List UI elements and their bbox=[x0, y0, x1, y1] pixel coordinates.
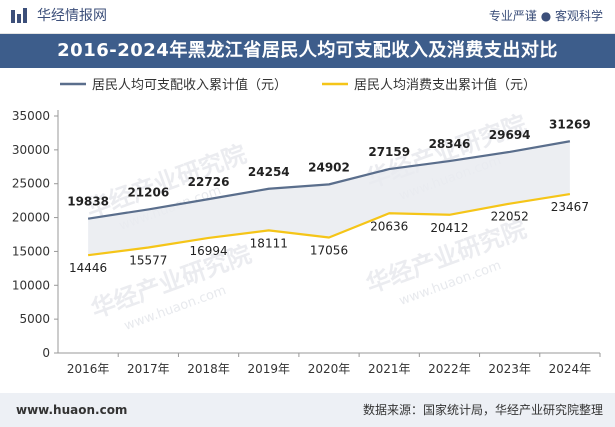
x-tick-label: 2018年 bbox=[187, 362, 230, 376]
series-line-2 bbox=[87, 193, 571, 257]
x-tick-label: 2021年 bbox=[368, 362, 411, 376]
y-tick-label: 10000 bbox=[12, 278, 50, 292]
bar-chart-logo-icon bbox=[11, 8, 27, 23]
y-tick-label: 5000 bbox=[19, 312, 50, 326]
data-label: 21206 bbox=[127, 185, 169, 199]
footer-url: www.huaon.com bbox=[16, 403, 128, 417]
x-tick-label: 2020年 bbox=[308, 362, 351, 376]
series-layer: 19838 21206 22726 24254 24902 27159 28346 29694… bbox=[67, 117, 591, 275]
data-label: 14446 bbox=[69, 261, 107, 275]
axes: 0 5000 10000 15000 20000 25000 30000 35000 2016年… bbox=[12, 109, 601, 376]
data-label: 24254 bbox=[248, 165, 290, 179]
y-tick-label: 30000 bbox=[12, 143, 50, 157]
x-tick-label: 2019年 bbox=[248, 362, 291, 376]
data-label: 19838 bbox=[67, 195, 109, 209]
data-label: 29694 bbox=[489, 128, 531, 142]
x-tick-label: 2022年 bbox=[428, 362, 471, 376]
x-tick-label: 2017年 bbox=[127, 362, 170, 376]
site-name: 华经情报网 bbox=[37, 8, 107, 24]
data-label: 15577 bbox=[129, 254, 167, 268]
y-tick-label: 35000 bbox=[12, 109, 50, 123]
x-tick-label: 2024年 bbox=[549, 362, 592, 376]
data-label: 22726 bbox=[188, 175, 230, 189]
data-label: 20412 bbox=[430, 221, 468, 235]
data-label: 24902 bbox=[308, 160, 350, 174]
line-chart: 华经产业研究院www.huaon.com华经产业研究院www.huaon.com… bbox=[12, 77, 601, 376]
area-between-series bbox=[88, 141, 570, 256]
data-label: 28346 bbox=[429, 137, 471, 151]
legend-label: 居民人均可支配收入累计值（元） bbox=[92, 77, 287, 93]
data-label: 20636 bbox=[370, 219, 408, 233]
y-tick-label: 0 bbox=[42, 346, 50, 360]
chart-title: 2016-2024年黑龙江省居民人均可支配收入及消费支出对比 bbox=[57, 40, 558, 61]
y-tick-label: 25000 bbox=[12, 177, 50, 191]
y-tick-label: 15000 bbox=[12, 244, 50, 258]
title-bar: 2016-2024年黑龙江省居民人均可支配收入及消费支出对比 bbox=[0, 34, 615, 68]
legend: 居民人均可支配收入累计值（元） 居民人均消费支出累计值（元） bbox=[60, 77, 536, 93]
legend-label: 居民人均消费支出累计值（元） bbox=[354, 77, 536, 93]
data-label: 27159 bbox=[368, 145, 410, 159]
x-tick-label: 2023年 bbox=[488, 362, 531, 376]
top-bar: 华经情报网 专业严谨 ● 客观科学 bbox=[0, 0, 615, 34]
data-label: 16994 bbox=[189, 244, 227, 258]
x-tick-label: 2016年 bbox=[67, 362, 110, 376]
data-label: 31269 bbox=[549, 117, 591, 131]
series-line-1 bbox=[87, 140, 571, 220]
data-label: 18111 bbox=[250, 236, 288, 250]
data-label: 22052 bbox=[491, 210, 529, 224]
footer-bar: www.huaon.com 数据来源：国家统计局，华经产业研究院整理 bbox=[0, 393, 615, 427]
data-label: 17056 bbox=[310, 244, 348, 258]
data-label: 23467 bbox=[551, 200, 589, 214]
slogan: 专业严谨 ● 客观科学 bbox=[488, 9, 603, 23]
y-tick-label: 20000 bbox=[12, 211, 50, 225]
data-source-note: 数据来源：国家统计局，华经产业研究院整理 bbox=[362, 403, 603, 417]
